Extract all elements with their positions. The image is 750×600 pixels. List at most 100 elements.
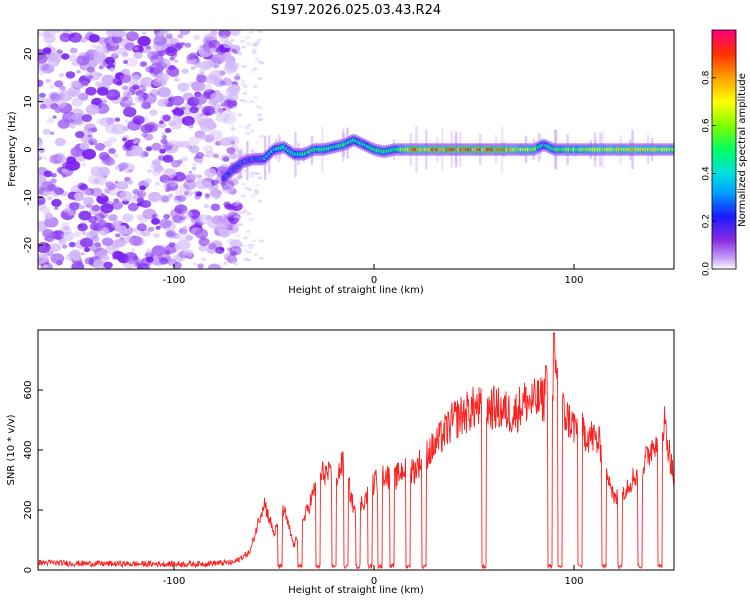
- noise-blob: [162, 154, 174, 163]
- spectrogram-ridge: [220, 126, 674, 186]
- noise-blob: [210, 92, 225, 103]
- noise-blob: [151, 159, 161, 166]
- noise-blob: [89, 230, 99, 237]
- snr-xtick-label: 0: [371, 576, 377, 587]
- noise-blob: [169, 56, 175, 61]
- noise-blob: [183, 189, 193, 197]
- noise-blob: [198, 133, 208, 141]
- spectrogram-xtick-label: -100: [163, 275, 186, 286]
- noise-fringe-blob: [248, 217, 254, 221]
- snr-ytick-label: 200: [23, 500, 34, 519]
- noise-blob: [87, 127, 93, 132]
- noise-blob: [159, 120, 164, 125]
- noise-fringe-blob: [230, 88, 236, 92]
- noise-blob: [160, 195, 170, 203]
- noise-blob: [108, 148, 116, 154]
- noise-blob: [38, 195, 46, 206]
- noise-fringe-blob: [246, 42, 252, 46]
- noise-blob: [86, 230, 98, 240]
- noise-blob: [229, 239, 243, 249]
- noise-fringe-blob: [254, 57, 260, 61]
- noise-fringe-blob: [257, 199, 263, 203]
- noise-blob: [122, 213, 134, 222]
- colorbar-label: Normalized spectral amplitude: [737, 73, 748, 227]
- colorbar-tick-label: 0.4: [702, 166, 712, 181]
- noise-blob: [61, 244, 68, 249]
- noise-blob: [138, 215, 148, 224]
- noise-fringe-blob: [255, 172, 260, 176]
- noise-blob: [98, 65, 104, 70]
- noise-blob: [103, 188, 111, 194]
- noise-blob: [39, 92, 46, 98]
- noise-fringe-blob: [230, 127, 236, 131]
- noise-blob: [83, 247, 91, 253]
- noise-blob: [163, 213, 171, 220]
- noise-blob: [91, 127, 98, 133]
- noise-blob: [149, 66, 161, 76]
- noise-blob: [185, 60, 191, 65]
- noise-blob: [208, 185, 216, 191]
- noise-blob: [174, 189, 183, 196]
- noise-blob: [196, 174, 203, 179]
- noise-blob: [219, 247, 225, 251]
- noise-blob: [88, 216, 98, 224]
- noise-blob: [159, 174, 171, 184]
- noise-blob: [68, 32, 83, 43]
- noise-fringe-blob: [230, 97, 236, 101]
- noise-fringe-blob: [249, 171, 255, 175]
- noise-blob: [61, 168, 68, 174]
- noise-fringe-blob: [244, 126, 250, 130]
- noise-blob: [80, 252, 85, 256]
- colorbar-tick-label: 0.0: [702, 262, 712, 277]
- noise-fringe-blob: [257, 106, 263, 110]
- noise-fringe-blob: [251, 239, 257, 243]
- noise-blob: [139, 61, 148, 67]
- noise-fringe-blob: [232, 262, 238, 266]
- noise-blob: [105, 184, 120, 196]
- noise-blob: [54, 80, 64, 88]
- noise-blob: [176, 239, 191, 251]
- noise-fringe-blob: [232, 105, 238, 109]
- noise-fringe-blob: [242, 249, 248, 252]
- noise-blob: [223, 114, 237, 125]
- noise-blob: [82, 196, 94, 206]
- noise-blob: [96, 86, 109, 96]
- noise-fringe-blob: [249, 129, 255, 133]
- noise-blob: [50, 93, 61, 102]
- noise-blob: [92, 178, 99, 184]
- noise-blob: [62, 174, 67, 178]
- noise-blob: [226, 247, 232, 252]
- noise-blob: [197, 263, 204, 269]
- noise-blob: [43, 50, 51, 56]
- noise-blob: [211, 53, 226, 65]
- noise-blob: [95, 44, 108, 55]
- noise-blob: [133, 140, 138, 144]
- noise-blob: [177, 159, 184, 164]
- noise-blob: [196, 44, 209, 55]
- noise-blob: [188, 136, 200, 146]
- noise-blob: [145, 45, 151, 50]
- noise-blob: [183, 249, 193, 257]
- noise-blob: [221, 184, 234, 194]
- noise-blob: [88, 138, 98, 146]
- noise-blob: [84, 257, 95, 265]
- noise-blob: [145, 248, 152, 254]
- noise-blob: [122, 126, 130, 132]
- noise-blob: [69, 89, 78, 97]
- noise-blob: [67, 210, 75, 216]
- noise-blob: [91, 204, 101, 212]
- noise-blob: [159, 148, 166, 154]
- noise-blob: [204, 193, 210, 198]
- noise-blob: [132, 45, 144, 54]
- noise-blob: [148, 226, 155, 232]
- noise-blob: [83, 189, 92, 196]
- noise-blob: [171, 109, 177, 113]
- noise-fringe-blob: [241, 64, 247, 68]
- noise-blob: [205, 150, 215, 158]
- noise-blob: [227, 211, 239, 221]
- noise-blob: [223, 64, 237, 75]
- noise-blob: [70, 146, 84, 157]
- noise-blob: [184, 191, 189, 196]
- noise-blob: [209, 123, 216, 129]
- noise-blob: [85, 86, 97, 96]
